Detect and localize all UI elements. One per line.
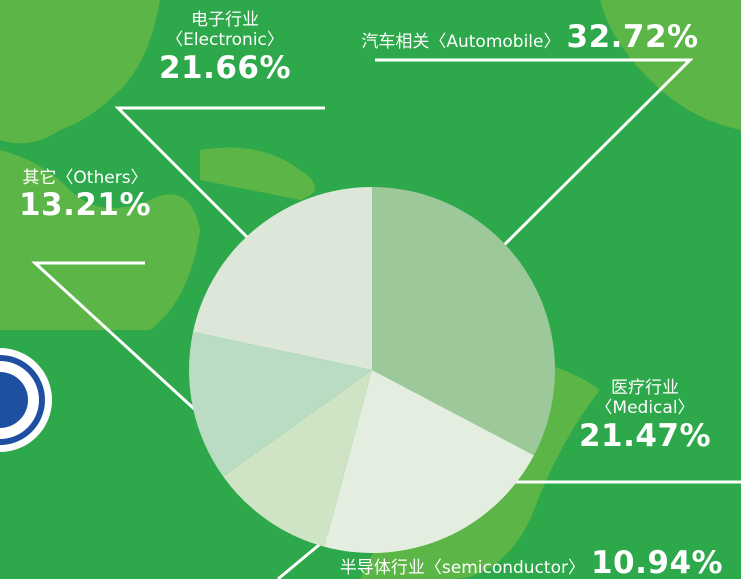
category-name: 其它〈Others〉 [22,168,148,188]
pie-slice [372,187,555,456]
slice-label: 医疗行业〈Medical〉 21.47% [560,378,730,453]
slice-label: 汽车相关〈Automobile〉 32.72% [340,20,720,54]
percent-label: 32.72% [566,19,699,55]
category-name: 电子行业〈Electronic〉 [166,10,284,51]
slice-label: 电子行业〈Electronic〉 21.66% [140,10,310,85]
percent-label: 21.66% [158,49,292,86]
pie-slice [223,370,372,547]
percent-label: 13.21% [18,187,152,224]
badge [0,348,52,452]
slice-label: 半导体行业〈semiconductor〉 10.94% [322,546,741,579]
slice-label: 其它〈Others〉 13.21% [10,168,160,222]
category-name: 半导体行业〈semiconductor〉 [339,558,585,578]
category-name: 医疗行业〈Medical〉 [595,378,695,419]
pie-slice [189,331,372,477]
pie-slice [324,370,534,553]
category-name: 汽车相关〈Automobile〉 [361,32,561,52]
percent-label: 10.94% [590,545,724,579]
pie-slice [193,187,372,370]
percent-label: 21.47% [578,417,712,454]
